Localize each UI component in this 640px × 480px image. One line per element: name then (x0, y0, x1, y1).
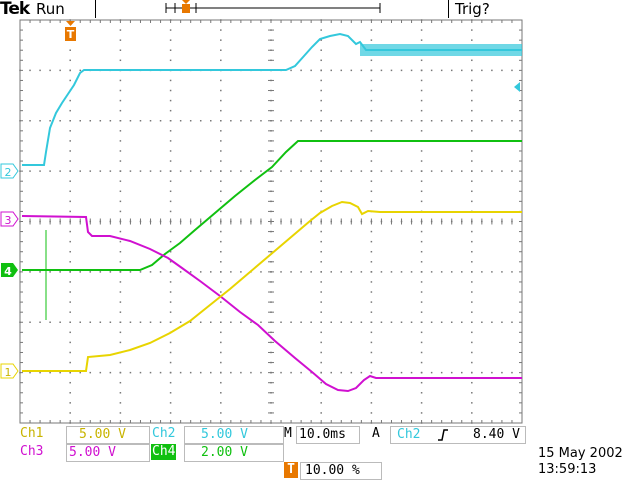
ch1-waveform (22, 200, 522, 372)
timebase-prefix: M (284, 426, 292, 441)
ch4-waveform (22, 140, 522, 271)
graticule-grid (19, 19, 522, 424)
ch4-label[interactable]: Ch4 (151, 444, 177, 460)
ch2-waveform (22, 32, 522, 166)
trigger-state: Trig? (455, 0, 490, 18)
run-state: Run (36, 0, 65, 18)
ch2-scale-box[interactable]: 5.00 V (184, 426, 284, 444)
svg-text:3: 3 (5, 214, 12, 227)
ch2-scale: 5.00 V (201, 427, 248, 442)
timebase-box[interactable]: 10.0ms (296, 426, 360, 444)
trigger-position-icon: T (284, 462, 298, 478)
ch4-scale-box[interactable]: 2.00 V (184, 444, 284, 462)
header-divider (95, 0, 96, 18)
timebase-value: 10.0ms (299, 427, 346, 442)
ch2-label[interactable]: Ch2 (152, 426, 176, 441)
ch1-label[interactable]: Ch1 (20, 426, 44, 441)
trigger-position-marker[interactable]: T (65, 21, 76, 41)
ch3-label[interactable]: Ch3 (20, 444, 44, 459)
svg-text:1: 1 (5, 366, 12, 379)
trigger-position-box[interactable]: 10.00 % (300, 462, 382, 480)
ch3-ground-marker[interactable]: 3 (0, 211, 19, 227)
record-position-bar[interactable] (165, 0, 381, 13)
trigger-position: 10.00 % (305, 463, 360, 478)
record-trigger-icon (182, 4, 190, 13)
brand-logo: Tek (0, 0, 30, 19)
svg-text:2: 2 (5, 166, 12, 179)
ch4-ground-marker[interactable]: 4 (1, 263, 18, 278)
trigger-mode: A (372, 426, 380, 441)
trigger-box[interactable]: Ch2 8.40 V (390, 426, 526, 444)
trigger-level-icon[interactable] (514, 82, 520, 92)
trigger-source: Ch2 (397, 427, 421, 442)
ch2-ground-marker[interactable]: 2 (0, 163, 19, 179)
ch1-scale: 5.00 V (79, 427, 126, 442)
header-divider (448, 0, 449, 18)
svg-text:T: T (67, 28, 75, 41)
date-readout: 15 May 2002 (538, 446, 623, 461)
rising-edge-icon (438, 429, 448, 441)
ch1-scale-box[interactable]: 5.00 V (66, 426, 150, 444)
ch3-scale-box[interactable]: 5.00 V (66, 444, 150, 462)
time-readout: 13:59:13 (538, 462, 597, 477)
ch3-waveform (21, 215, 522, 393)
ch4-scale: 2.00 V (201, 445, 248, 460)
ch1-ground-marker[interactable]: 1 (0, 363, 19, 379)
ch3-scale: 5.00 V (69, 445, 116, 460)
svg-text:4: 4 (4, 265, 12, 278)
trigger-level: 8.40 V (473, 427, 520, 442)
